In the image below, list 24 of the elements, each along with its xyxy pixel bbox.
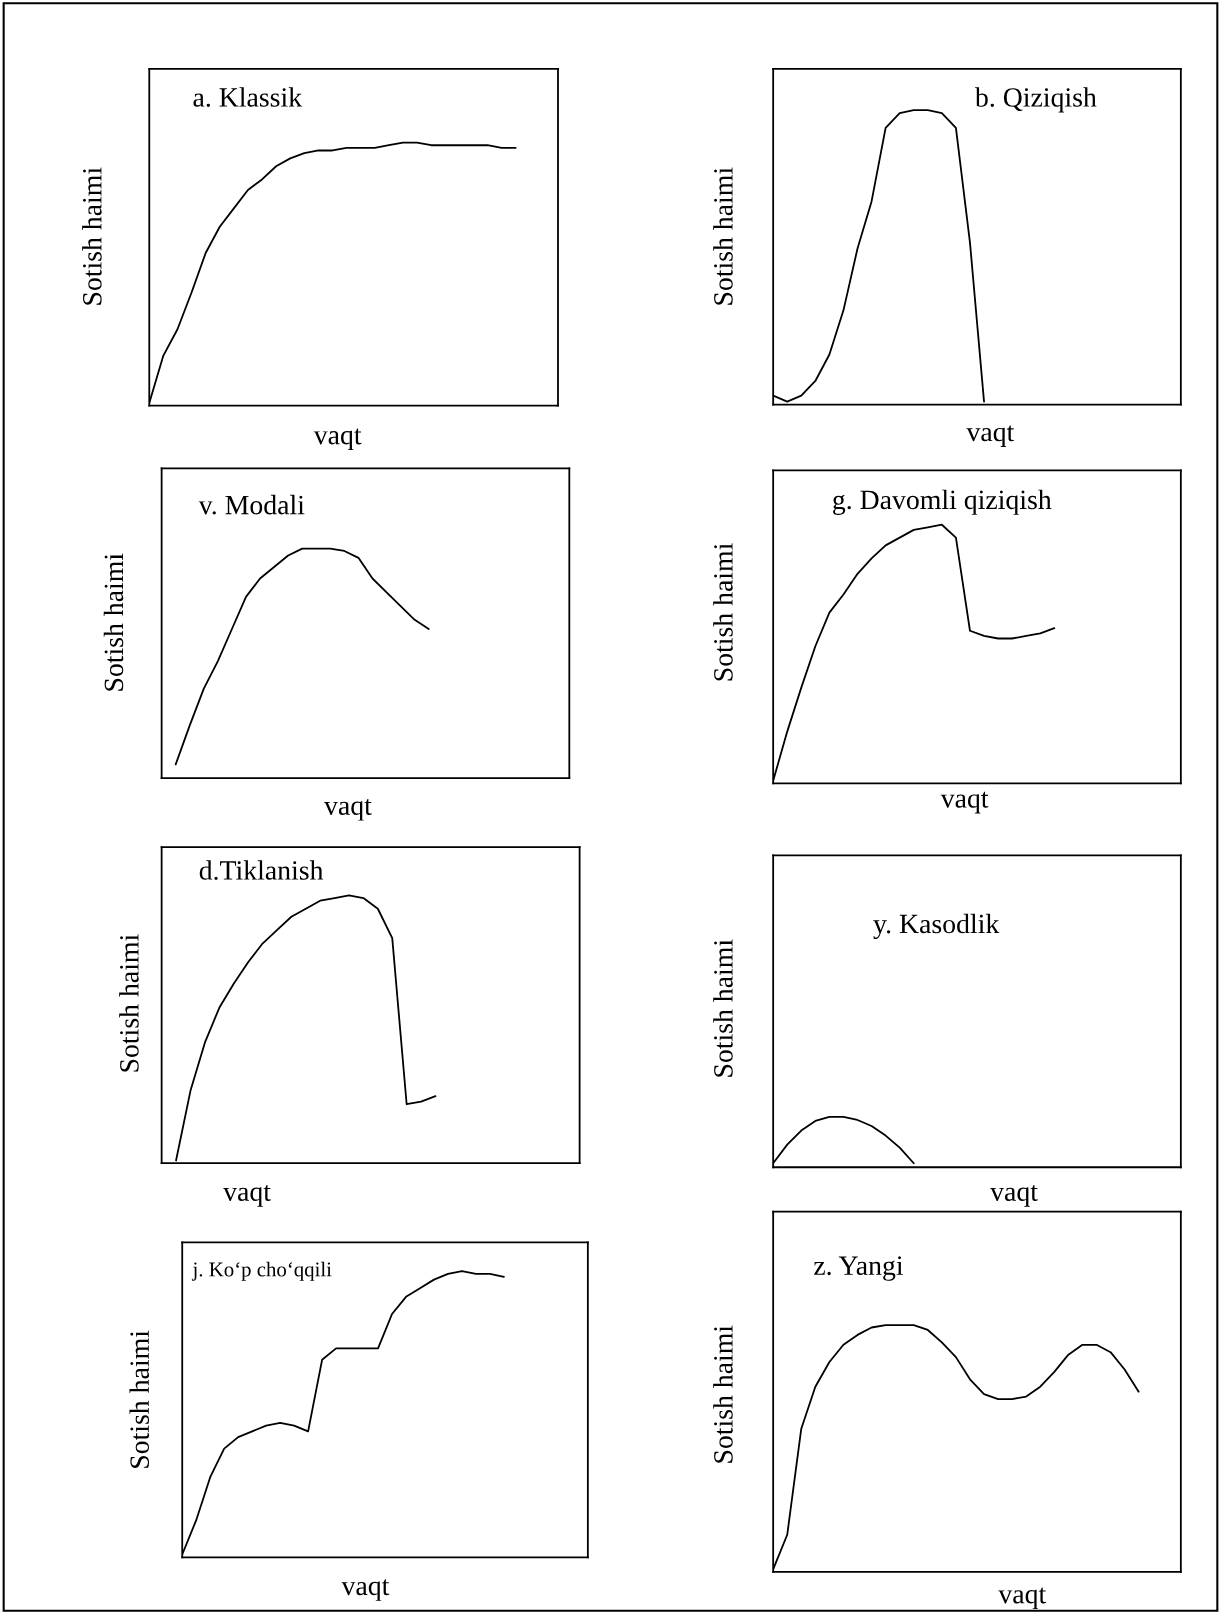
y-axis-title: Sotish haimi bbox=[713, 1325, 733, 1463]
x-axis-title: vaqt bbox=[966, 425, 1015, 447]
chart-title: d.Tiklanish bbox=[199, 860, 324, 880]
y-axis-title: Sotish haimi bbox=[119, 934, 139, 1072]
x-axis-title: vaqt bbox=[998, 1587, 1047, 1610]
chart-title: z. Yangi bbox=[814, 1256, 904, 1281]
chart-title: y. Kasodlik bbox=[873, 913, 1000, 940]
x-axis-title: vaqt bbox=[341, 1579, 390, 1601]
y-axis-title: Sotish haimi bbox=[713, 167, 733, 305]
y-axis-title: Sotish haimi bbox=[713, 543, 733, 681]
chart-title: v. Modali bbox=[198, 494, 305, 515]
chart-title: j. Ko‘p cho‘qqili bbox=[191, 1261, 332, 1281]
y-axis-title: Sotish haimi bbox=[103, 553, 124, 691]
x-axis-title: vaqt bbox=[313, 428, 362, 451]
x-axis-title: vaqt bbox=[223, 1185, 271, 1207]
y-axis-title: Sotish haimi bbox=[82, 167, 102, 305]
chart-title: b. Qiziqish bbox=[974, 87, 1097, 113]
x-axis-title: vaqt bbox=[990, 1185, 1038, 1207]
x-axis-title: vaqt bbox=[940, 791, 989, 814]
chart-title: g. Davomli qiziqish bbox=[833, 489, 1052, 515]
x-axis-title: vaqt bbox=[324, 799, 372, 821]
y-axis-title: Sotish haimi bbox=[129, 1330, 150, 1468]
y-axis-title: Sotish haimi bbox=[713, 939, 733, 1077]
chart-title: a. Klassik bbox=[193, 87, 303, 107]
